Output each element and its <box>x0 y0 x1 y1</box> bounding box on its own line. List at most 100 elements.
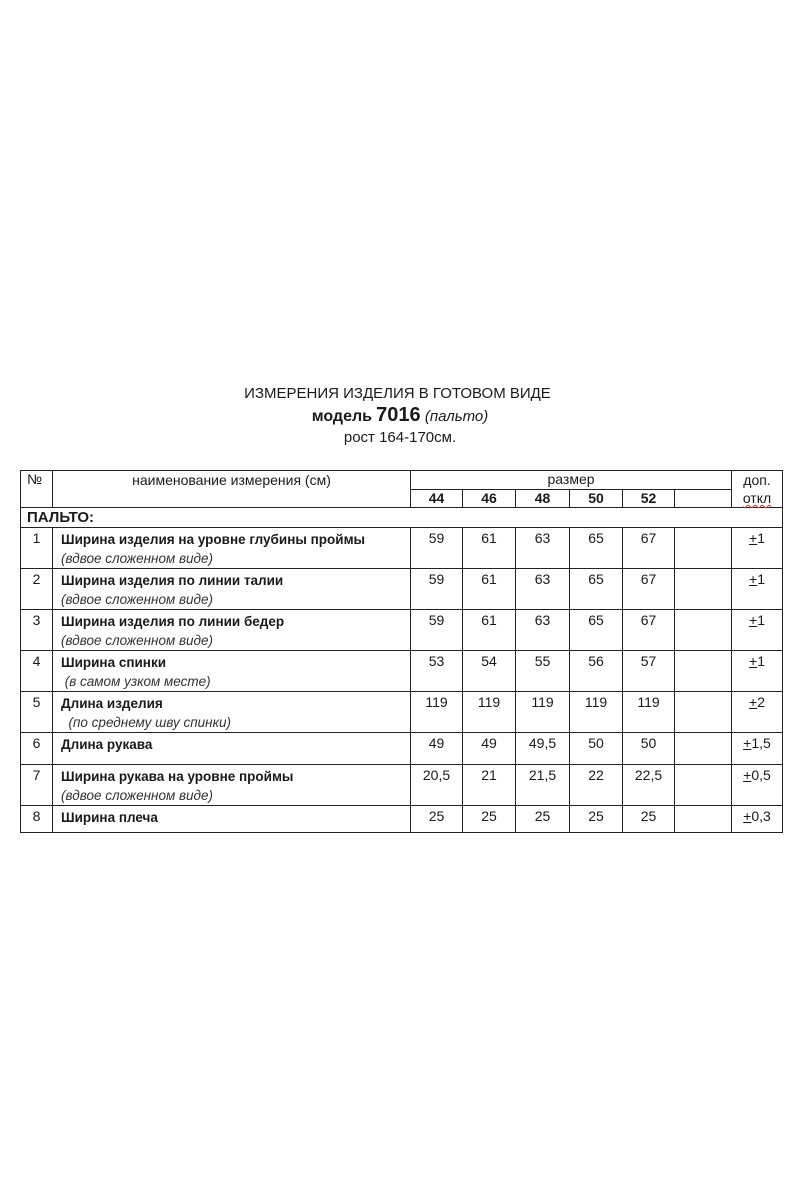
document-header: ИЗМЕРЕНИЯ ИЗДЕЛИЯ В ГОТОВОМ ВИДЕ модель … <box>0 383 800 448</box>
row-number: 7 <box>20 764 53 806</box>
tolerance-value: +2 <box>731 691 783 733</box>
table-row: 8 Ширина плеча 25 25 25 25 25 +0,3 <box>20 805 783 833</box>
table-row: 5 Длина изделия (по среднему шву спинки) 1… <box>20 691 783 733</box>
table-row: 1 Ширина изделия на уровне глубины проймы… <box>20 527 783 569</box>
empty-cell <box>674 527 732 569</box>
size-value: 119 <box>462 691 516 733</box>
size-header-48: 48 <box>515 489 570 508</box>
size-value: 67 <box>622 568 675 610</box>
size-value: 67 <box>622 609 675 651</box>
tolerance-label-2: откл <box>742 490 772 506</box>
size-value: 50 <box>622 732 675 765</box>
size-value: 54 <box>462 650 516 692</box>
model-line: модель 7016 (пальто) <box>0 404 800 428</box>
tolerance-amount: 1,5 <box>751 735 771 751</box>
size-value: 55 <box>515 650 570 692</box>
empty-cell <box>674 609 732 651</box>
size-value: 61 <box>462 568 516 610</box>
tolerance-value: +1 <box>731 609 783 651</box>
measurement-note: (в самом узком месте) <box>61 674 211 689</box>
measurement-label: Ширина рукава на уровне проймы <box>61 769 294 784</box>
size-value: 67 <box>622 527 675 569</box>
size-value: 61 <box>462 527 516 569</box>
size-value: 59 <box>410 609 463 651</box>
tolerance-amount: 1 <box>757 653 765 669</box>
tolerance-value: +1 <box>731 527 783 569</box>
size-value: 119 <box>410 691 463 733</box>
model-number: 7016 <box>376 404 421 426</box>
size-value: 119 <box>569 691 623 733</box>
measurement-name: Ширина плеча <box>52 805 411 833</box>
size-value: 49 <box>462 732 516 765</box>
measurement-name: Ширина спинки (в самом узком месте) <box>52 650 411 692</box>
tolerance-value: +1 <box>731 568 783 610</box>
measurement-label: Ширина изделия по линии бедер <box>61 614 285 629</box>
header-name: наименование измерения (см) <box>52 470 411 508</box>
measurement-label: Ширина изделия по линии талии <box>61 573 284 588</box>
table-row: 3 Ширина изделия по линии бедер (вдвое сло… <box>20 609 783 651</box>
document-title: ИЗМЕРЕНИЯ ИЗДЕЛИЯ В ГОТОВОМ ВИДЕ <box>244 385 551 402</box>
table-row: 4 Ширина спинки (в самом узком месте) 53 54… <box>20 650 783 692</box>
tolerance-value: +0,3 <box>731 805 783 833</box>
table-row: 7 Ширина рукава на уровне проймы (вдвое сл… <box>20 764 783 806</box>
size-value: 65 <box>569 609 623 651</box>
header-size: размер <box>410 470 732 490</box>
measurement-note: (вдвое сложенном виде) <box>61 788 213 803</box>
plus-minus-sign: + <box>749 694 758 710</box>
size-value: 119 <box>622 691 675 733</box>
height-range: рост 164-170см. <box>343 429 457 446</box>
size-header-empty <box>674 489 732 508</box>
tolerance-amount: 1 <box>757 571 765 587</box>
size-value: 25 <box>622 805 675 833</box>
tolerance-amount: 1 <box>757 530 765 546</box>
size-value: 63 <box>515 527 570 569</box>
measurement-name: Ширина изделия по линии талии (вдвое слож… <box>52 568 411 610</box>
row-number: 3 <box>20 609 53 651</box>
model-type: (пальто) <box>424 408 489 425</box>
size-value: 53 <box>410 650 463 692</box>
measurement-name: Ширина изделия по линии бедер (вдвое слож… <box>52 609 411 651</box>
tolerance-amount: 0,5 <box>751 767 771 783</box>
row-number: 4 <box>20 650 53 692</box>
size-value: 50 <box>569 732 623 765</box>
empty-cell <box>674 568 732 610</box>
measurement-name: Длина изделия (по среднему шву спинки) <box>52 691 411 733</box>
measurement-label: Ширина плеча <box>61 810 158 825</box>
row-number: 5 <box>20 691 53 733</box>
measurement-note: (по среднему шву спинки) <box>61 715 231 730</box>
size-value: 63 <box>515 609 570 651</box>
size-value: 59 <box>410 527 463 569</box>
size-value: 25 <box>410 805 463 833</box>
plus-minus-sign: + <box>743 767 752 783</box>
table-row: 6 Длина рукава 49 49 49,5 50 50 +1,5 <box>20 732 783 765</box>
measurement-note: (вдвое сложенном виде) <box>61 633 213 648</box>
measurement-label: Ширина спинки <box>61 655 166 670</box>
plus-minus-sign: + <box>749 612 758 628</box>
size-header-52: 52 <box>622 489 675 508</box>
plus-minus-sign: + <box>749 530 758 546</box>
empty-cell <box>674 732 732 765</box>
row-number: 6 <box>20 732 53 765</box>
size-value: 21,5 <box>515 764 570 806</box>
size-value: 56 <box>569 650 623 692</box>
size-value: 25 <box>462 805 516 833</box>
table-row: 2 Ширина изделия по линии талии (вдвое сло… <box>20 568 783 610</box>
size-value: 65 <box>569 568 623 610</box>
model-label: модель <box>311 408 372 425</box>
section-title: ПАЛЬТО: <box>20 507 783 528</box>
tolerance-label-1: доп. <box>743 472 771 488</box>
size-value: 22,5 <box>622 764 675 806</box>
size-value: 63 <box>515 568 570 610</box>
size-header-50: 50 <box>569 489 623 508</box>
size-header-46: 46 <box>462 489 516 508</box>
measurement-name: Ширина рукава на уровне проймы (вдвое сло… <box>52 764 411 806</box>
plus-minus-sign: + <box>749 653 758 669</box>
tolerance-value: +0,5 <box>731 764 783 806</box>
tolerance-amount: 1 <box>757 612 765 628</box>
measurements-table: № наименование измерения (см) размер доп… <box>20 470 783 833</box>
size-value: 49 <box>410 732 463 765</box>
header-tolerance: доп. откл <box>731 470 783 508</box>
measurement-label: Длина изделия <box>61 696 163 711</box>
size-value: 21 <box>462 764 516 806</box>
row-number: 8 <box>20 805 53 833</box>
